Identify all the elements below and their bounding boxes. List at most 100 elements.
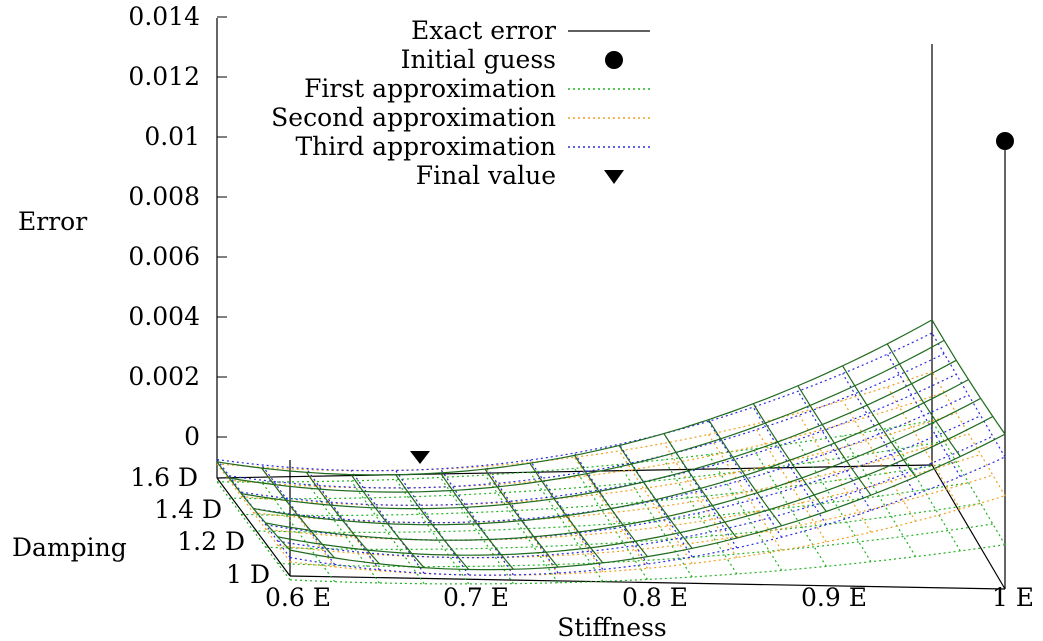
exact-error-grid-line	[842, 365, 917, 478]
base-left-edge	[216, 477, 291, 577]
first-approximation-grid-line	[289, 544, 1006, 585]
second-approximation-grid-line	[931, 371, 1006, 497]
y-tick-label: 1.2 D	[177, 527, 245, 556]
exact-error-grid-line	[229, 339, 945, 493]
third-approximation-grid-line	[886, 353, 961, 477]
second-approximation-grid-line	[573, 456, 649, 569]
exact-error-grid-line	[618, 445, 693, 549]
exact-error-grid-line	[797, 385, 872, 496]
y-axis-label: Damping	[12, 533, 127, 562]
legend-label: Exact error	[411, 16, 556, 45]
y-tick-label: 1 D	[226, 560, 270, 589]
third-approximation-grid-line	[253, 394, 969, 524]
first-approximation-grid-line	[842, 435, 917, 557]
first-approximation-grid-line	[395, 479, 470, 585]
exact-error-grid-line	[439, 472, 514, 570]
z-tick-label: 0.004	[128, 302, 200, 331]
first-approximation-grid-line	[261, 481, 336, 583]
third-approximation-grid-line	[277, 435, 994, 559]
exact-error-grid-line	[663, 433, 738, 539]
first-approximation-grid-line	[305, 481, 380, 584]
second-approximation-grid-line	[305, 469, 380, 572]
exact-error-grid-line	[931, 319, 1006, 435]
third-approximation-grid-line	[216, 332, 933, 472]
first-approximation-grid-line	[797, 442, 872, 563]
third-approximation-grid-line	[265, 415, 981, 541]
second-approximation-grid-line	[253, 433, 969, 524]
tick-labels: 0 0.002 0.004 0.006 0.008 0.01 0.012 0.014 0.6 E…	[128, 2, 1034, 612]
second-approximation-grid-line	[277, 474, 993, 559]
exact-error-grid-line	[216, 461, 291, 551]
first-approximation-grid-line	[216, 481, 291, 581]
third-approximation-grid-line	[797, 390, 872, 511]
final-value-marker	[410, 451, 430, 464]
z-tick-label: 0.014	[128, 2, 200, 31]
legend-swatch-triangle	[604, 170, 624, 184]
third-approximation-grid-line	[439, 468, 514, 576]
exact-error-grid-line	[484, 468, 559, 568]
y-tick-label: 1.6 D	[130, 463, 198, 492]
third-approximation-surface	[216, 332, 1006, 576]
z-tick-label: 0	[184, 422, 200, 451]
second-approximation-grid-line	[752, 424, 827, 543]
second-approximation-grid-line	[618, 450, 693, 564]
z-tick-label: 0.002	[128, 362, 200, 391]
second-approximation-grid-line	[842, 400, 917, 522]
third-approximation-grid-line	[931, 332, 1006, 458]
base-front-edge	[289, 575, 1006, 590]
second-approximation-grid-line	[241, 412, 957, 506]
first-approximation-grid-line	[663, 459, 738, 575]
exact-error-grid-line	[886, 343, 961, 457]
third-approximation-grid-line	[261, 464, 336, 565]
first-approximation-grid-line	[618, 464, 693, 578]
third-approximation-grid-line	[289, 456, 1006, 576]
legend-label: Second approximation	[271, 103, 556, 132]
x-tick-label: 0.8 E	[622, 583, 688, 612]
second-approximation-grid-line	[289, 495, 1006, 576]
exact-error-grid-line	[265, 397, 981, 541]
y-tick-label: 1.4 D	[154, 495, 222, 524]
axis-labels: Error Damping Stiffness	[12, 207, 667, 641]
exact-error-grid-line	[573, 455, 648, 557]
surfaces-layer	[216, 132, 1014, 585]
exact-error-grid-line	[395, 474, 470, 570]
base-right-edge	[931, 464, 1006, 590]
legend-label: Third approximation	[296, 132, 557, 161]
second-approximation-grid-line	[886, 386, 961, 510]
first-approximation-grid-line	[439, 477, 514, 584]
x-axis-label: Stiffness	[557, 613, 667, 641]
x-tick-label: 0.7 E	[443, 583, 509, 612]
first-approximation-grid-line	[216, 420, 933, 483]
z-tick-label: 0.012	[128, 62, 200, 91]
initial-guess-marker	[996, 132, 1014, 150]
z-tick-label: 0.006	[128, 242, 200, 271]
exact-error-grid-line	[350, 474, 425, 569]
legend-label: First approximation	[304, 74, 556, 103]
exact-error-surface	[216, 319, 1006, 571]
first-approximation-grid-line	[265, 502, 981, 550]
x-tick-label: 0.6 E	[265, 583, 331, 612]
third-approximation-grid-line	[395, 470, 470, 576]
legend-swatch-circle	[605, 51, 623, 69]
second-approximation-grid-line	[261, 466, 336, 568]
exact-error-grid-line	[752, 403, 827, 512]
second-approximation-grid-line	[265, 453, 981, 541]
exact-error-grid-line	[529, 462, 604, 564]
exact-error-grid-line	[261, 467, 336, 559]
third-approximation-grid-line	[752, 406, 827, 526]
second-approximation-grid-line	[797, 412, 872, 533]
third-approximation-grid-line	[229, 353, 945, 489]
exact-error-grid-line	[277, 415, 994, 556]
exact-error-grid-line	[216, 319, 933, 476]
first-approximation-grid-line	[484, 474, 559, 584]
exact-error-grid-line	[241, 359, 957, 510]
third-approximation-grid-line	[305, 468, 380, 571]
z-tick-label: 0.008	[128, 182, 200, 211]
second-approximation-grid-line	[395, 470, 470, 576]
third-approximation-grid-line	[842, 373, 917, 495]
first-approximation-grid-line	[529, 471, 604, 582]
first-approximation-grid-line	[573, 468, 649, 580]
z-tick-label: 0.01	[144, 122, 200, 151]
